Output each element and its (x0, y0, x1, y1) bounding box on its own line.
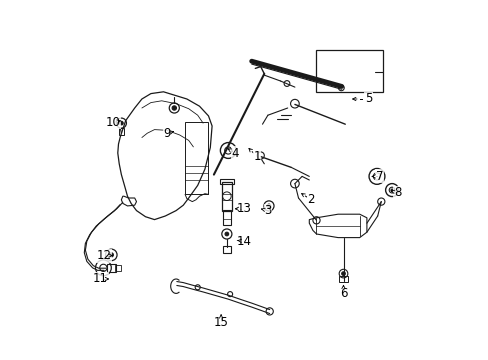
Circle shape (172, 106, 176, 110)
Text: 8: 8 (393, 186, 400, 199)
Circle shape (120, 121, 123, 125)
Bar (185, 122, 208, 194)
Text: 3: 3 (264, 204, 271, 217)
Text: 13: 13 (237, 202, 251, 215)
Text: 5: 5 (364, 93, 372, 105)
Bar (220, 179, 233, 184)
Circle shape (109, 253, 113, 257)
Text: 9: 9 (163, 127, 170, 140)
Text: 7: 7 (375, 170, 383, 183)
Circle shape (266, 204, 270, 208)
Text: 2: 2 (307, 193, 314, 206)
Text: 10: 10 (105, 116, 120, 129)
Circle shape (341, 272, 345, 275)
Text: 14: 14 (237, 235, 251, 248)
Circle shape (390, 189, 392, 191)
Text: 11: 11 (93, 273, 108, 285)
Bar (119, 128, 123, 135)
Bar (316, 50, 382, 92)
Text: 12: 12 (97, 249, 111, 262)
Bar (222, 182, 231, 211)
Text: 4: 4 (231, 147, 239, 159)
Bar (115, 265, 121, 271)
Text: 1: 1 (253, 150, 260, 163)
Bar (107, 264, 116, 272)
Circle shape (224, 232, 228, 236)
Bar (338, 276, 347, 282)
Bar (223, 210, 230, 225)
Text: 15: 15 (213, 316, 228, 329)
Bar (223, 246, 230, 253)
Text: 6: 6 (339, 287, 346, 300)
